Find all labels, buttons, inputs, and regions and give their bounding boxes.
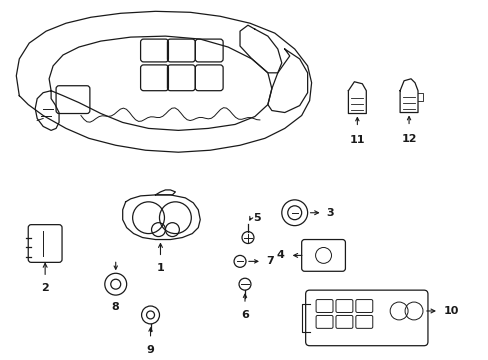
Text: 7: 7	[265, 256, 273, 266]
Text: 9: 9	[146, 345, 154, 355]
Text: 2: 2	[41, 283, 49, 293]
Text: 11: 11	[349, 135, 365, 145]
Text: 5: 5	[252, 213, 260, 223]
Text: 8: 8	[112, 302, 120, 312]
Text: 3: 3	[326, 208, 333, 218]
Text: 1: 1	[156, 264, 164, 273]
Text: 12: 12	[401, 134, 416, 144]
Text: 6: 6	[241, 310, 248, 320]
Text: 10: 10	[443, 306, 458, 316]
Text: 4: 4	[276, 251, 284, 260]
